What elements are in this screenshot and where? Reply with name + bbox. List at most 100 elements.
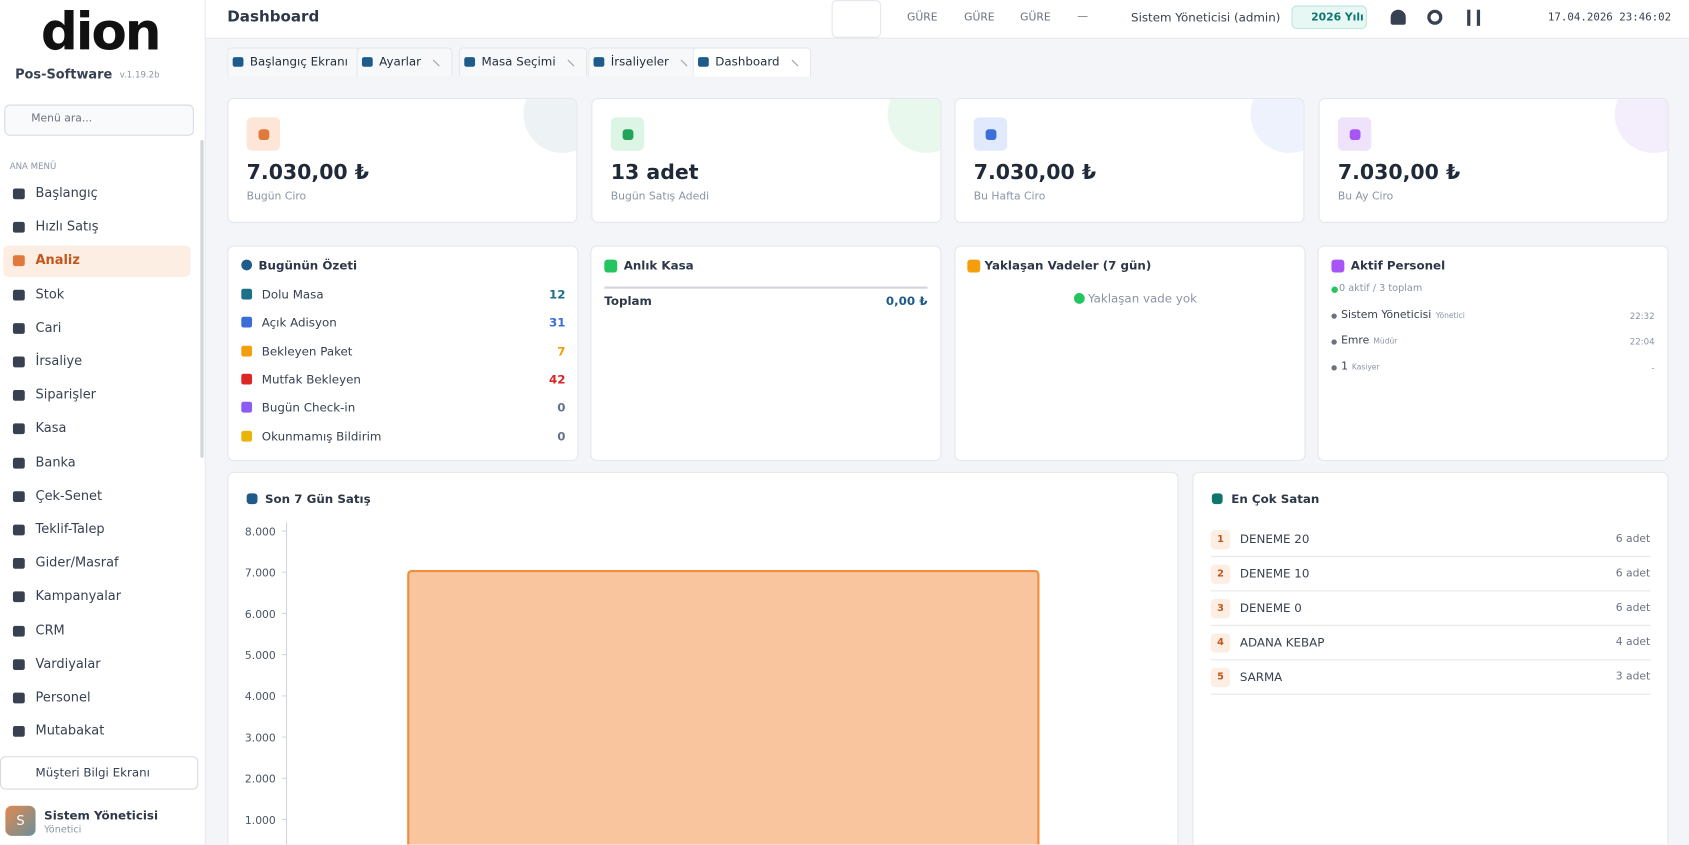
menu-icon xyxy=(12,188,25,200)
menu-item[interactable]: Kasa xyxy=(35,420,67,436)
menu-active-bg xyxy=(3,246,191,278)
summary-value: 7 xyxy=(557,344,566,359)
stat-value: 7.030,00 ₺ xyxy=(246,160,370,185)
menu-icon xyxy=(12,356,25,368)
tab[interactable]: Başlangıç Ekranı xyxy=(227,47,360,77)
page-title: Dashboard xyxy=(227,8,320,26)
menu-item[interactable]: Vardiyalar xyxy=(35,655,101,671)
card-decoration xyxy=(1614,99,1668,153)
menu-section: ANA MENÜ xyxy=(9,161,57,172)
card-title: Yaklaşan Vadeler (7 gün) xyxy=(984,258,1152,273)
cash-icon xyxy=(604,259,618,273)
branch-selector[interactable]: GÜRE xyxy=(964,11,995,24)
staff-name: Sistem Yöneticisi xyxy=(1341,309,1432,322)
menu-item[interactable]: Başlangıç xyxy=(35,185,98,201)
menu-icon xyxy=(12,591,25,603)
product-qty: 6 adet xyxy=(1615,602,1651,615)
y-tick-label: 2.000 xyxy=(245,773,276,786)
menu-item[interactable]: Hızlı Satış xyxy=(35,218,99,234)
menu-item[interactable]: CRM xyxy=(35,622,65,638)
y-tick-label: 5.000 xyxy=(245,649,276,662)
menu-icon xyxy=(12,390,25,401)
product-qty: 3 adet xyxy=(1615,671,1651,683)
due-icon xyxy=(967,259,981,273)
menu-item[interactable]: Mutabakat xyxy=(35,723,105,739)
tab[interactable]: Masa Seçimi xyxy=(458,47,587,77)
stat-value: 7.030,00 ₺ xyxy=(973,160,1097,185)
tab-close[interactable] xyxy=(680,59,688,66)
product-qty: 6 adet xyxy=(1615,533,1651,546)
summary-icon xyxy=(241,288,253,300)
rank-badge: 1 xyxy=(1210,529,1231,550)
menu-item[interactable]: Siparişler xyxy=(35,386,96,402)
menu-icon xyxy=(12,726,25,738)
notifications-icon[interactable] xyxy=(1390,9,1406,25)
tab-close[interactable] xyxy=(432,59,440,66)
restaurant-icon[interactable] xyxy=(1467,9,1481,26)
tab-icon xyxy=(361,57,373,67)
card-decoration xyxy=(1250,99,1304,153)
sidebar: dion Pos-Software v.1.19.2b Menü ara... … xyxy=(0,0,206,845)
tab-close[interactable] xyxy=(567,59,575,66)
menu-item[interactable]: Gider/Masraf xyxy=(35,554,119,571)
avatar: S xyxy=(5,805,36,836)
staff-time: 22:04 xyxy=(1629,337,1655,347)
staff-name: Emre xyxy=(1341,335,1370,347)
tab-close[interactable] xyxy=(791,59,799,66)
top-sellers-card: En Çok Satan 1 DENEME 20 6 adet 2 DENEME 10 6 … xyxy=(1192,471,1669,845)
tab[interactable]: İrsaliyeler xyxy=(588,47,701,77)
menu-item[interactable]: Cari xyxy=(35,319,62,335)
year: 2026 Yılı xyxy=(1311,11,1364,24)
summary-icon xyxy=(241,401,253,413)
tab-icon xyxy=(698,57,709,67)
sales-chart-card: Son 7 Gün Satış 1.000 2.000 3.000 4.000 5.00… xyxy=(227,471,1179,845)
scrollbar xyxy=(200,140,204,458)
summary-label: Bekleyen Paket xyxy=(261,344,353,359)
customer-screen-button[interactable]: Müşteri Bilgi Ekranı xyxy=(0,756,199,790)
stat-icon-glyph xyxy=(622,129,634,141)
menu-icon xyxy=(12,289,25,301)
menu-item[interactable]: Teklif-Talep xyxy=(35,521,105,537)
staff-time: - xyxy=(1651,363,1655,373)
menu-item[interactable]: Kampanyalar xyxy=(35,588,122,604)
branch-selector[interactable]: GÜRE xyxy=(907,11,938,24)
chart-icon xyxy=(246,493,258,505)
menu-item[interactable]: Stok xyxy=(35,286,65,302)
summary-label: Mutfak Bekleyen xyxy=(261,372,361,387)
menu-item[interactable]: Personel xyxy=(35,689,91,705)
customer-screen-label: Müşteri Bilgi Ekranı xyxy=(35,765,150,780)
menu-search[interactable]: Menü ara... xyxy=(4,104,194,136)
summary-icon xyxy=(241,317,253,328)
user-role: Yönetici xyxy=(44,825,82,836)
tab[interactable]: Ayarlar xyxy=(356,47,453,77)
stat-card: 7.030,00 ₺ Bu Ay Ciro xyxy=(1318,98,1669,223)
staff-role: Kasiyer xyxy=(1351,363,1380,372)
tab[interactable]: Dashboard xyxy=(692,47,811,77)
year-badge[interactable]: 2026 Yılı xyxy=(1291,5,1367,30)
stat-card: 7.030,00 ₺ Bu Hafta Ciro xyxy=(954,98,1305,223)
staff-name: 1 xyxy=(1341,360,1348,373)
product-name: SARMA xyxy=(1239,670,1283,685)
row-divider xyxy=(1210,659,1651,661)
summary-icon xyxy=(241,430,253,442)
branch-selector[interactable]: GÜRE xyxy=(1020,11,1051,24)
summary-label: Açık Adisyon xyxy=(261,315,337,330)
summary-value: 31 xyxy=(549,315,566,330)
fullscreen-button[interactable] xyxy=(831,0,882,38)
branch-selector[interactable]: — xyxy=(1077,10,1088,23)
staff-time: 22:32 xyxy=(1629,311,1655,322)
y-tick-label: 4.000 xyxy=(245,690,276,703)
menu-item[interactable]: İrsaliye xyxy=(35,353,83,369)
tab-label: İrsaliyeler xyxy=(610,54,669,69)
menu-item[interactable]: Çek-Senet xyxy=(35,487,103,503)
support-icon[interactable] xyxy=(1427,9,1443,25)
card-title: Aktif Personel xyxy=(1350,258,1446,273)
cash-value: 0,00 ₺ xyxy=(885,294,928,309)
header-user[interactable]: Sistem Yöneticisi (admin) xyxy=(1131,10,1281,25)
menu-icon xyxy=(12,692,25,704)
menu-item[interactable]: Banka xyxy=(35,454,76,470)
due-empty: Yaklaşan vade yok xyxy=(1087,291,1197,306)
menu-item[interactable]: Analiz xyxy=(35,252,80,268)
